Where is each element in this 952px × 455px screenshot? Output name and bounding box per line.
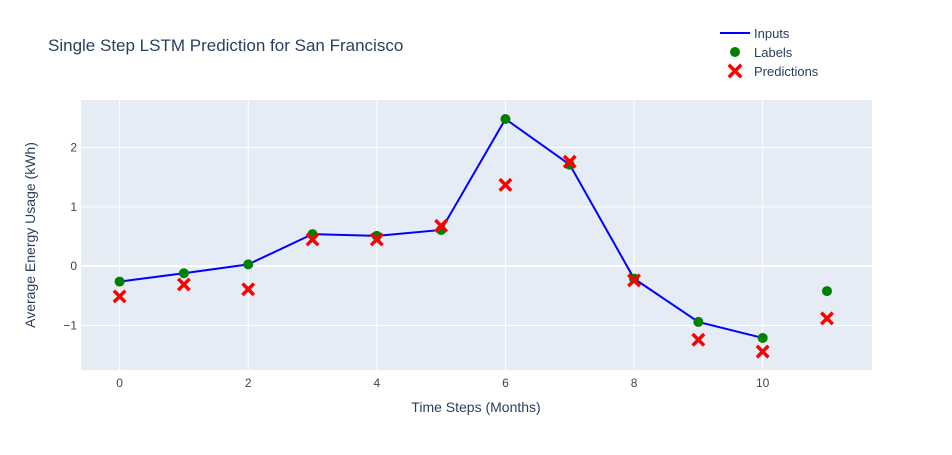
x-axis-ticks: 0 2 4 6 8 10	[116, 376, 769, 390]
legend-label-labels: Labels	[754, 45, 793, 60]
series-layer	[112, 113, 834, 359]
prediction-point	[369, 232, 384, 247]
legend-label-inputs: Inputs	[754, 26, 790, 41]
chart-title: Single Step LSTM Prediction for San Fran…	[48, 36, 403, 55]
x-tick-label: 0	[116, 376, 123, 390]
label-point	[243, 259, 254, 270]
y-tick-label: 0	[70, 259, 77, 273]
prediction-point	[498, 177, 513, 192]
label-point	[821, 286, 832, 297]
legend-item-predictions[interactable]: Predictions	[727, 63, 819, 79]
label-point	[757, 332, 768, 343]
prediction-point	[627, 273, 642, 288]
x-axis-label: Time Steps (Months)	[411, 399, 540, 415]
x-tick-label: 6	[502, 376, 509, 390]
prediction-point	[176, 277, 191, 292]
legend-item-inputs[interactable]: Inputs	[720, 26, 790, 41]
y-tick-label: −1	[63, 318, 77, 332]
legend-swatch-labels	[730, 47, 740, 57]
legend[interactable]: Inputs Labels Predictions	[720, 26, 819, 79]
label-point	[178, 268, 189, 279]
label-point	[114, 276, 125, 287]
y-axis-ticks: −1 0 1 2	[63, 140, 77, 332]
label-point	[500, 113, 511, 124]
x-tick-label: 8	[631, 376, 638, 390]
y-axis-label: Average Energy Usage (kWh)	[22, 142, 38, 328]
prediction-point	[112, 289, 127, 304]
plot-area	[81, 100, 872, 370]
prediction-point	[434, 218, 449, 233]
x-tick-label: 2	[245, 376, 252, 390]
prediction-point	[691, 332, 706, 347]
prediction-point	[305, 232, 320, 247]
label-point	[693, 316, 704, 327]
prediction-point	[820, 311, 834, 326]
prediction-point	[241, 282, 256, 297]
prediction-point	[562, 154, 577, 169]
grid-lines	[81, 100, 872, 370]
prediction-point	[755, 344, 770, 359]
y-tick-label: 1	[70, 200, 77, 214]
legend-label-predictions: Predictions	[754, 64, 819, 79]
y-tick-label: 2	[70, 140, 77, 154]
x-tick-label: 4	[373, 376, 380, 390]
legend-swatch-predictions	[727, 63, 743, 79]
x-tick-label: 10	[756, 376, 770, 390]
legend-item-labels[interactable]: Labels	[730, 45, 793, 60]
